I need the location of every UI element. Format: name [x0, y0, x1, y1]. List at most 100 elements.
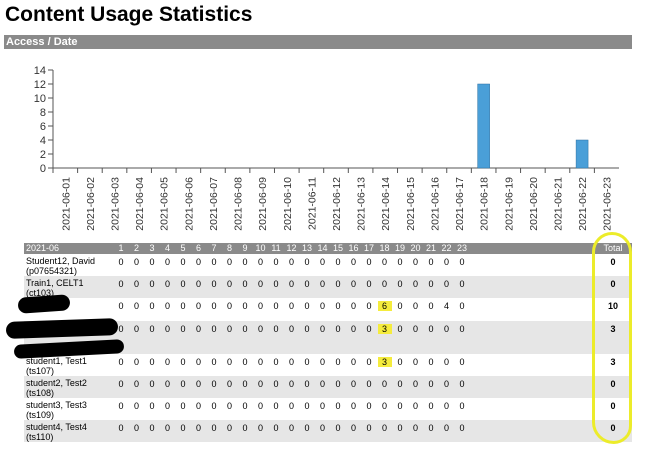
usage-table: 2021-06 Total 1 2 3 4 5 6 7 8 9 10 11 12 13 14 15 16 17 1… — [24, 243, 632, 442]
count-cell: 0 — [242, 357, 248, 367]
y-tick-label: 10 — [34, 93, 46, 105]
count-cell: 0 — [335, 257, 341, 267]
count-cell: 0 — [381, 423, 387, 433]
count-cell: 0 — [335, 324, 341, 334]
count-cell: 0 — [118, 324, 124, 334]
count-cell: 0 — [366, 324, 372, 334]
x-tick-label: 2021-06-11 — [306, 177, 318, 230]
x-tick-label: 2021-06-17 — [454, 177, 466, 231]
x-tick-label: 2021-06-21 — [552, 177, 564, 231]
count-cell: 0 — [211, 379, 217, 389]
count-cell: 0 — [133, 423, 139, 433]
section-header-access-date: Access / Date — [4, 35, 632, 49]
y-tick-label: 4 — [40, 135, 46, 147]
row-total: 0 — [610, 279, 616, 289]
count-cell: 0 — [242, 279, 248, 289]
count-cell: 0 — [149, 401, 155, 411]
count-cell: 0 — [459, 357, 465, 367]
count-cell: 0 — [350, 279, 356, 289]
count-cell: 0 — [459, 301, 465, 311]
count-cell: 0 — [443, 423, 449, 433]
count-cell: 0 — [257, 357, 263, 367]
count-cell: 0 — [459, 423, 465, 433]
count-cell: 0 — [133, 379, 139, 389]
user-name: student1, Test1 (ts107) — [26, 356, 120, 376]
count-cell: 0 — [288, 423, 294, 433]
count-cell: 0 — [459, 324, 465, 334]
count-cell: 0 — [257, 301, 263, 311]
count-cell: 0 — [133, 279, 139, 289]
x-tick-label: 2021-06-15 — [405, 177, 417, 231]
count-cell: 0 — [428, 324, 434, 334]
x-tick-label: 2021-06-14 — [380, 177, 392, 231]
page-title: Content Usage Statistics — [5, 3, 253, 26]
count-cell: 0 — [164, 301, 170, 311]
count-cell: 0 — [443, 279, 449, 289]
count-cell: 0 — [133, 401, 139, 411]
count-cell: 6 — [377, 301, 392, 311]
count-cell: 0 — [149, 324, 155, 334]
count-cell: 0 — [211, 257, 217, 267]
count-cell: 0 — [350, 401, 356, 411]
user-display-name: student2, Test2 — [26, 378, 87, 388]
count-cell: 0 — [242, 423, 248, 433]
count-cell: 0 — [397, 279, 403, 289]
x-tick-label: 2021-06-02 — [85, 177, 97, 231]
count-cell: 0 — [397, 257, 403, 267]
count-cell: 0 — [428, 379, 434, 389]
bar-2021-06-18 — [477, 83, 490, 169]
count-cell: 0 — [242, 301, 248, 311]
count-cell: 0 — [226, 324, 232, 334]
count-cell: 0 — [443, 401, 449, 411]
x-tick-label: 2021-06-20 — [528, 177, 540, 231]
count-cell: 0 — [180, 379, 186, 389]
day-header-4: 4 — [164, 243, 170, 253]
table-row: student4, Test4 (ts110) 0 0 0 0 0 0 0 0 0 0 0 0 0 0 0 0 0 0… — [24, 420, 632, 442]
count-cell: 0 — [195, 279, 201, 289]
count-cell: 0 — [443, 379, 449, 389]
count-cell: 0 — [412, 279, 418, 289]
count-cell: 0 — [443, 324, 449, 334]
table-row: student1, Test1 (ts107) 0 0 0 0 0 0 0 0 0 0 0 0 0 0 0 0 0 3… — [24, 354, 632, 376]
day-header-21: 21 — [425, 243, 436, 253]
count-cell: 0 — [164, 324, 170, 334]
count-cell: 0 — [412, 257, 418, 267]
day-header-17: 17 — [363, 243, 374, 253]
y-tick-label: 2 — [40, 149, 46, 161]
row-total: 0 — [610, 401, 616, 411]
user-name: student4, Test4 (ts110) — [26, 422, 120, 442]
count-cell: 0 — [257, 324, 263, 334]
day-header-22: 22 — [441, 243, 452, 253]
count-cell: 0 — [226, 357, 232, 367]
count-cell: 0 — [412, 357, 418, 367]
count-cell: 0 — [195, 423, 201, 433]
count-cell: 0 — [195, 324, 201, 334]
count-cell: 0 — [459, 257, 465, 267]
count-cell: 0 — [288, 257, 294, 267]
count-cell: 0 — [242, 401, 248, 411]
count-cell: 0 — [412, 324, 418, 334]
x-tick-label: 2021-06-13 — [356, 177, 368, 231]
count-cell: 0 — [211, 357, 217, 367]
count-cell: 0 — [118, 257, 124, 267]
count-cell: 0 — [211, 279, 217, 289]
count-cell: 0 — [226, 423, 232, 433]
user-name: student2, Test2 (ts108) — [26, 378, 120, 398]
count-cell: 0 — [273, 257, 279, 267]
count-cell: 0 — [428, 279, 434, 289]
count-cell: 0 — [397, 401, 403, 411]
table-row: Student12, David (p07654321) 0 0 0 0 0 0 0 0 0 0 0 0 0… — [24, 254, 632, 276]
count-cell: 0 — [164, 257, 170, 267]
count-cell: 0 — [381, 379, 387, 389]
count-cell: 0 — [133, 324, 139, 334]
count-cell: 0 — [397, 423, 403, 433]
count-cell: 0 — [428, 357, 434, 367]
count-cell: 0 — [304, 357, 310, 367]
count-cell: 0 — [428, 257, 434, 267]
user-id: (ts109) — [26, 410, 55, 420]
count-cell: 0 — [319, 301, 325, 311]
count-cell: 0 — [180, 301, 186, 311]
count-cell: 0 — [443, 357, 449, 367]
count-cell: 0 — [428, 423, 434, 433]
day-header-3: 3 — [149, 243, 155, 253]
